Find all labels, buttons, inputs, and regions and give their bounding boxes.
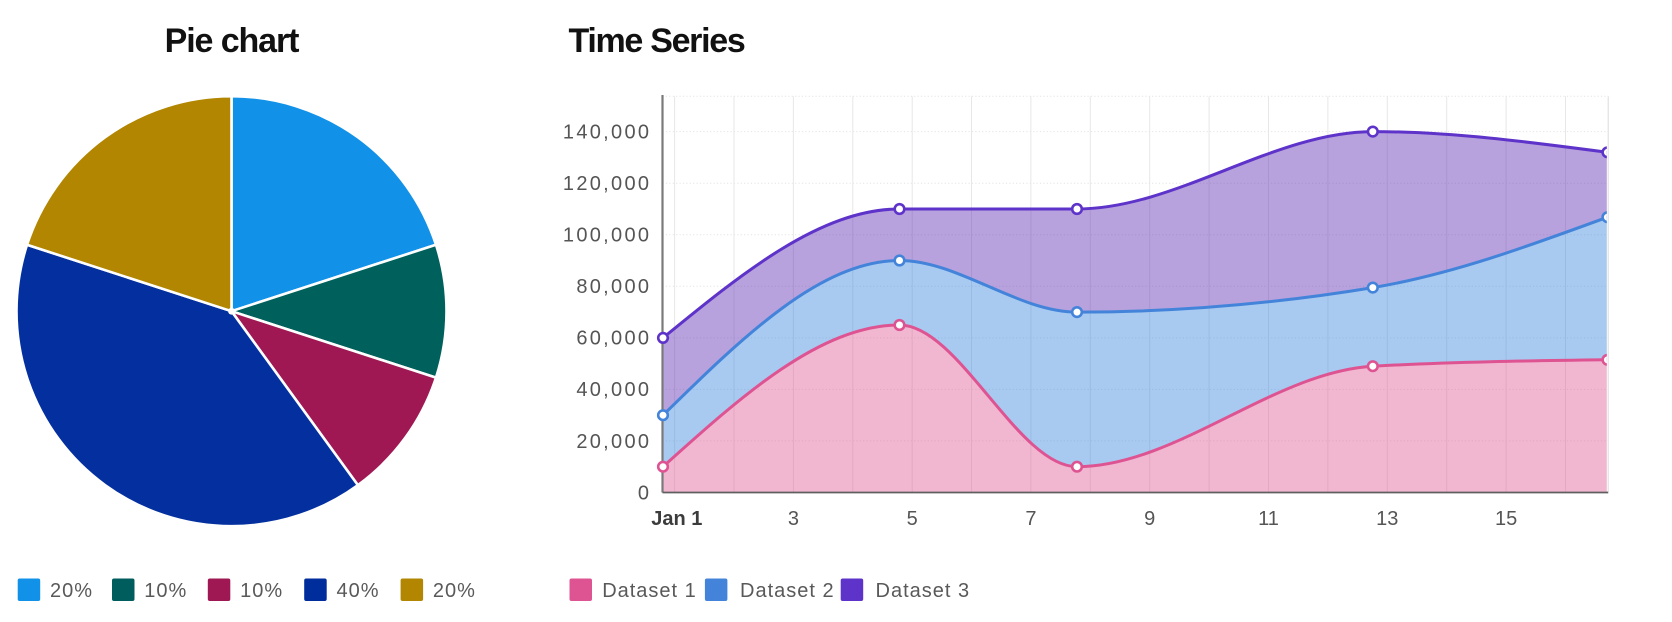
svg-text:20%: 20% (433, 580, 476, 602)
svg-text:20%: 20% (50, 580, 93, 602)
svg-text:60,000: 60,000 (576, 328, 651, 350)
svg-text:0: 0 (638, 482, 651, 504)
svg-text:7: 7 (1025, 508, 1036, 530)
svg-text:40%: 40% (337, 580, 380, 602)
svg-text:5: 5 (907, 508, 918, 530)
svg-text:10%: 10% (144, 580, 187, 602)
svg-text:9: 9 (1144, 508, 1155, 530)
svg-text:120,000: 120,000 (563, 173, 651, 195)
svg-text:11: 11 (1258, 508, 1279, 530)
svg-text:Time Series: Time Series (569, 22, 745, 60)
svg-text:40,000: 40,000 (576, 379, 651, 401)
svg-text:80,000: 80,000 (576, 276, 651, 298)
svg-text:100,000: 100,000 (563, 225, 651, 247)
svg-text:140,000: 140,000 (563, 121, 651, 143)
svg-text:13: 13 (1376, 508, 1398, 530)
svg-text:Dataset 3: Dataset 3 (876, 580, 971, 602)
svg-text:10%: 10% (240, 580, 283, 602)
svg-text:Jan 1: Jan 1 (651, 508, 702, 530)
svg-text:20,000: 20,000 (576, 431, 651, 453)
svg-text:3: 3 (788, 508, 799, 530)
svg-text:Pie chart: Pie chart (165, 22, 299, 60)
svg-text:15: 15 (1495, 508, 1517, 530)
svg-text:Dataset 2: Dataset 2 (740, 580, 835, 602)
svg-text:Dataset 1: Dataset 1 (602, 580, 697, 602)
